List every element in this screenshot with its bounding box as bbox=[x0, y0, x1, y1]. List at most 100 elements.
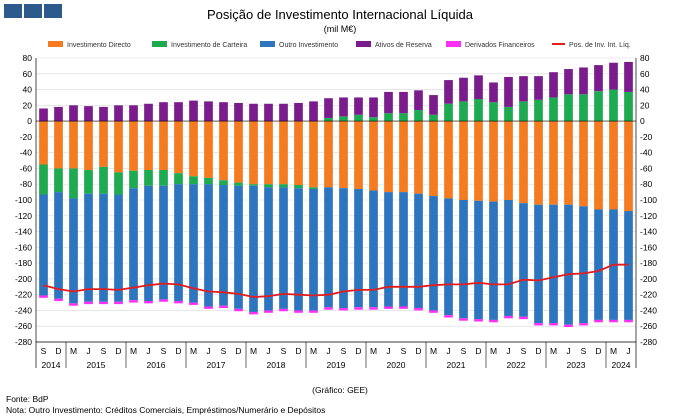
bar-investimento-de-carteira bbox=[519, 101, 528, 122]
bar-derivados-financeiros bbox=[504, 315, 513, 319]
bar-ativos-de-reserva bbox=[294, 102, 303, 122]
legend-label: Outro Investimento bbox=[279, 42, 338, 49]
x-tick-label: J bbox=[506, 346, 510, 356]
bar-investimento-de-carteira bbox=[144, 170, 153, 186]
bar-derivados-financeiros bbox=[114, 301, 123, 305]
bar-ativos-de-reserva bbox=[399, 91, 408, 114]
bar-investimento-directo bbox=[69, 121, 78, 169]
bar-outro-investimento bbox=[399, 192, 408, 307]
bar-derivados-financeiros bbox=[609, 319, 618, 323]
bar-outro-investimento bbox=[309, 188, 318, 311]
bar-ativos-de-reserva bbox=[609, 62, 618, 90]
bar-outro-investimento bbox=[504, 200, 513, 316]
y-tick-label-right: -100 bbox=[640, 195, 657, 205]
x-tick-label: J bbox=[446, 346, 450, 356]
y-tick-label-right: 60 bbox=[640, 69, 650, 79]
bar-derivados-financeiros bbox=[264, 310, 273, 313]
y-tick-label-left: 40 bbox=[23, 85, 33, 95]
bar-investimento-directo bbox=[624, 121, 633, 212]
bar-investimento-de-carteira bbox=[174, 173, 183, 185]
bar-derivados-financeiros bbox=[399, 306, 408, 309]
bar-investimento-directo bbox=[429, 121, 438, 197]
legend-label: Pos. de Inv. Int. Líq. bbox=[569, 42, 631, 49]
bar-investimento-directo bbox=[204, 121, 213, 178]
bar-investimento-de-carteira bbox=[459, 101, 468, 122]
bar-investimento-de-carteira bbox=[219, 180, 228, 186]
bar-outro-investimento bbox=[474, 200, 483, 320]
bar-investimento-directo bbox=[39, 121, 48, 165]
legend-swatch bbox=[260, 41, 275, 47]
year-label: 2014 bbox=[42, 360, 61, 370]
bar-derivados-financeiros bbox=[414, 308, 423, 311]
bar-outro-investimento bbox=[414, 193, 423, 309]
x-tick-label: M bbox=[610, 346, 617, 356]
bar-outro-investimento bbox=[204, 184, 213, 307]
x-tick-label: D bbox=[295, 346, 301, 356]
y-tick-label-left: -40 bbox=[20, 148, 33, 158]
bar-derivados-financeiros bbox=[54, 298, 63, 301]
bar-investimento-directo bbox=[324, 121, 333, 188]
bar-investimento-directo bbox=[519, 121, 528, 204]
x-tick-label: S bbox=[101, 346, 107, 356]
bar-investimento-de-carteira bbox=[189, 176, 198, 185]
bar-investimento-directo bbox=[99, 121, 108, 167]
bar-derivados-financeiros bbox=[489, 319, 498, 323]
axes bbox=[35, 58, 637, 368]
bar-investimento-directo bbox=[339, 121, 348, 189]
y-tick-label-right: -140 bbox=[640, 227, 657, 237]
bar-ativos-de-reserva bbox=[174, 102, 183, 122]
year-label: 2021 bbox=[447, 360, 466, 370]
bar-investimento-de-carteira bbox=[54, 168, 63, 193]
y-tick-label-right: -220 bbox=[640, 290, 657, 300]
bar-outro-investimento bbox=[129, 188, 138, 301]
y-tick-label-left: -240 bbox=[15, 305, 32, 315]
x-tick-label: S bbox=[401, 346, 407, 356]
bar-investimento-de-carteira bbox=[339, 116, 348, 122]
bar-ativos-de-reserva bbox=[264, 103, 273, 122]
x-tick-label: J bbox=[626, 346, 630, 356]
legend-swatch bbox=[356, 41, 371, 47]
x-tick-label: D bbox=[175, 346, 181, 356]
y-tick-label-left: -120 bbox=[15, 211, 32, 221]
bar-outro-investimento bbox=[99, 193, 108, 302]
bar-outro-investimento bbox=[69, 198, 78, 304]
bar-derivados-financeiros bbox=[204, 306, 213, 309]
bar-derivados-financeiros bbox=[594, 319, 603, 323]
x-tick-label: D bbox=[415, 346, 421, 356]
bar-ativos-de-reserva bbox=[549, 72, 558, 98]
x-tick-label: J bbox=[146, 346, 150, 356]
bar-derivados-financeiros bbox=[39, 295, 48, 298]
bar-investimento-directo bbox=[594, 121, 603, 210]
bar-investimento-directo bbox=[489, 121, 498, 202]
x-tick-label: S bbox=[341, 346, 347, 356]
bar-investimento-de-carteira bbox=[624, 91, 633, 122]
bar-derivados-financeiros bbox=[294, 310, 303, 313]
logo bbox=[4, 4, 62, 18]
bar-ativos-de-reserva bbox=[219, 102, 228, 122]
bar-ativos-de-reserva bbox=[354, 97, 363, 115]
bar-outro-investimento bbox=[459, 200, 468, 319]
bar-derivados-financeiros bbox=[309, 310, 318, 313]
bar-ativos-de-reserva bbox=[249, 103, 258, 122]
bar-investimento-de-carteira bbox=[69, 168, 78, 199]
bar-derivados-financeiros bbox=[534, 323, 543, 326]
bar-outro-investimento bbox=[159, 185, 168, 300]
bar-investimento-directo bbox=[84, 121, 93, 171]
bar-ativos-de-reserva bbox=[474, 75, 483, 100]
bar-ativos-de-reserva bbox=[144, 103, 153, 122]
bar-outro-investimento bbox=[39, 194, 48, 296]
bar-investimento-directo bbox=[159, 121, 168, 171]
x-tick-label: M bbox=[310, 346, 317, 356]
y-tick-label-left: -140 bbox=[15, 227, 32, 237]
x-tick-label: J bbox=[566, 346, 570, 356]
bar-investimento-directo bbox=[384, 121, 393, 193]
legend: Investimento Directo Investimento de Cart… bbox=[48, 41, 631, 49]
bar-investimento-directo bbox=[444, 121, 453, 199]
bar-ativos-de-reserva bbox=[324, 98, 333, 118]
series-line-pos-inv-int-liq bbox=[43, 263, 629, 298]
bar-ativos-de-reserva bbox=[414, 90, 423, 111]
bar-investimento-directo bbox=[264, 121, 273, 185]
bar-outro-investimento bbox=[114, 194, 123, 302]
line-layer bbox=[43, 263, 629, 298]
year-label: 2024 bbox=[612, 360, 631, 370]
